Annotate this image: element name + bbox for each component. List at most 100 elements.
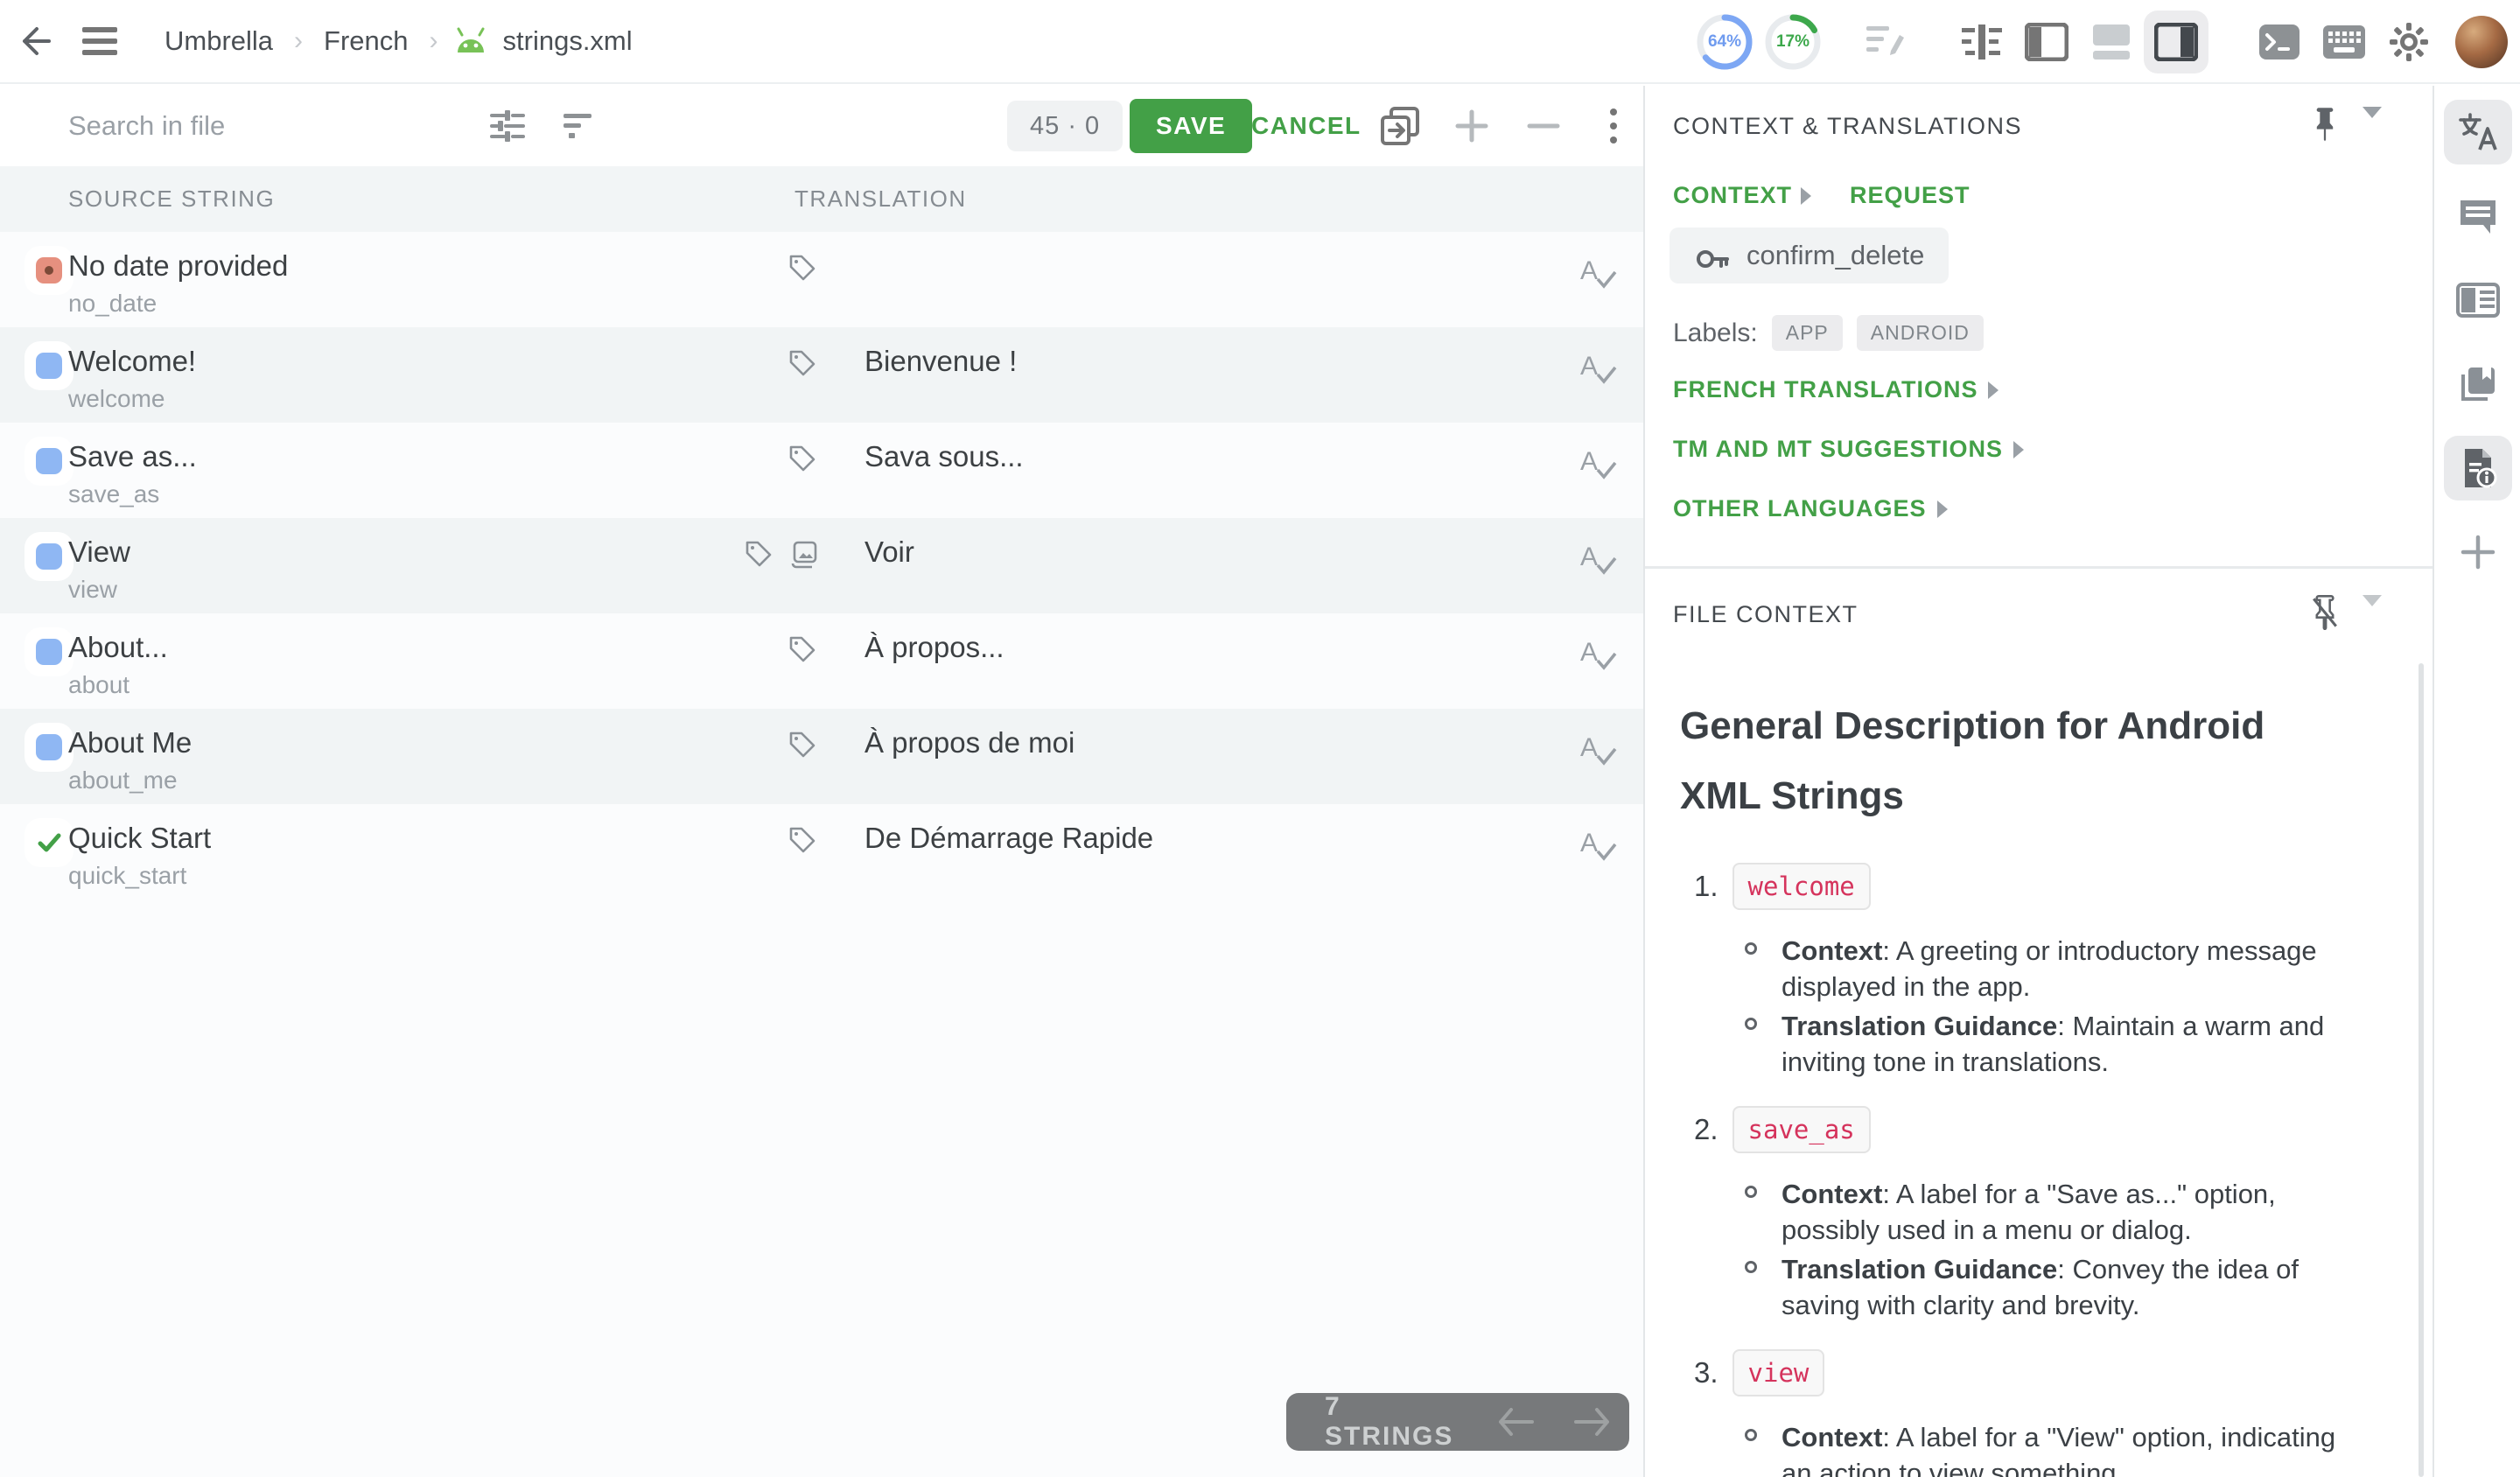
scrollbar[interactable] <box>2418 663 2424 1477</box>
android-icon <box>457 27 485 52</box>
string-key-pill[interactable]: confirm_delete <box>1670 228 1950 284</box>
tab-context[interactable]: CONTEXT <box>1673 182 1812 209</box>
table-row[interactable]: Welcome! welcome Bienvenue ! A <box>0 327 1643 423</box>
strings-counter: 45 · 0 <box>1007 101 1124 151</box>
spellcheck-icon[interactable]: A <box>1580 732 1617 768</box>
settings-button[interactable] <box>2376 0 2441 84</box>
sidebar-item-translations[interactable] <box>2444 100 2512 164</box>
spellcheck-icon[interactable]: A <box>1580 541 1617 578</box>
spellcheck-icon[interactable]: A <box>1580 636 1617 673</box>
approval-progress-ring[interactable]: 17% <box>1764 13 1822 71</box>
table-row[interactable]: About Me about_me À propos de moi A <box>0 709 1643 804</box>
menu-button[interactable] <box>66 0 133 83</box>
console-button[interactable] <box>2247 0 2312 84</box>
table-row[interactable]: Save as... save_as Sava sous... A <box>0 423 1643 518</box>
unpin-icon[interactable] <box>2310 594 2362 634</box>
tab-request-label: REQUEST <box>1850 182 1970 208</box>
view-mode-right-panel-button[interactable] <box>2144 10 2208 74</box>
table-row[interactable]: No date provided no_date A <box>0 232 1643 327</box>
section-other-languages[interactable]: OTHER LANGUAGES <box>1673 495 1948 522</box>
progress-circle-icon <box>1765 14 1821 70</box>
breadcrumb-file[interactable]: strings.xml <box>451 25 641 57</box>
sidebar-item-comments[interactable] <box>2444 184 2512 248</box>
item-number: 3. <box>1694 1356 1718 1389</box>
advanced-filter-button[interactable] <box>480 98 536 154</box>
next-page-button[interactable] <box>1554 1393 1629 1451</box>
breadcrumb: Umbrella › French › strings.xml <box>156 25 641 57</box>
file-context-body[interactable]: General Description for Android XML Stri… <box>1645 653 2420 1477</box>
gear-icon <box>2390 23 2428 61</box>
section-french-translations[interactable]: FRENCH TRANSLATIONS <box>1673 376 1999 403</box>
tab-request[interactable]: REQUEST <box>1850 182 1970 209</box>
avatar[interactable] <box>2455 16 2508 68</box>
spellcheck-icon[interactable]: A <box>1580 255 1617 291</box>
chevron-right-icon <box>1936 500 1948 518</box>
screenshot-icon[interactable] <box>788 539 817 569</box>
view-mode-bottom-panel-button[interactable] <box>2079 0 2144 84</box>
tag-icon[interactable] <box>788 634 817 664</box>
guidance-bullet: Translation Guidance: Convey the idea of… <box>1741 1251 2354 1323</box>
edit-list-button[interactable] <box>1853 0 1918 84</box>
copy-source-button[interactable] <box>1372 98 1428 154</box>
breadcrumb-language[interactable]: French <box>324 25 409 56</box>
label-chip[interactable]: ANDROID <box>1856 315 1984 351</box>
remove-string-button[interactable] <box>1516 98 1572 154</box>
table-row[interactable]: About... about À propos... A <box>0 613 1643 709</box>
tag-icon[interactable] <box>788 730 817 760</box>
translation-text[interactable]: À propos... <box>864 631 1004 663</box>
status-translated-icon <box>24 818 74 867</box>
status-untranslated-icon <box>24 437 74 486</box>
tag-icon[interactable] <box>788 253 817 283</box>
table-row[interactable]: Quick Start quick_start De Démarrage Rap… <box>0 804 1643 900</box>
shortcuts-button[interactable] <box>2312 0 2376 84</box>
key-icon <box>1697 250 1729 268</box>
tag-icon[interactable] <box>788 348 817 378</box>
translation-text[interactable]: De Démarrage Rapide <box>864 822 1154 854</box>
translation-text[interactable]: Voir <box>864 536 914 568</box>
save-button[interactable]: SAVE <box>1130 99 1253 153</box>
sidebar-item-add-panel[interactable] <box>2444 520 2512 584</box>
translation-text[interactable]: À propos de moi <box>864 726 1075 759</box>
string-key: welcome <box>68 385 165 412</box>
sidebar-item-glossary[interactable] <box>2444 352 2512 416</box>
status-issue-icon <box>24 246 74 295</box>
tag-icon[interactable] <box>788 444 817 473</box>
view-mode-side-by-side-button[interactable] <box>2014 0 2079 84</box>
spellcheck-icon[interactable]: A <box>1580 445 1617 482</box>
keyboard-icon <box>2323 25 2365 59</box>
add-string-button[interactable] <box>1444 98 1500 154</box>
tag-icon[interactable] <box>744 539 774 569</box>
svg-text:A: A <box>1580 542 1598 571</box>
tag-icon[interactable] <box>788 825 817 855</box>
label-chip[interactable]: APP <box>1771 315 1843 351</box>
copy-icon <box>1381 107 1419 145</box>
right-sidebar <box>2432 86 2520 1477</box>
table-row[interactable]: View view Voir A <box>0 518 1643 613</box>
chevron-right-icon <box>1801 186 1812 205</box>
sidebar-item-context[interactable] <box>2444 268 2512 332</box>
cancel-button[interactable]: CANCEL <box>1251 99 1362 153</box>
section-tm-mt-suggestions[interactable]: TM AND MT SUGGESTIONS <box>1673 436 2024 463</box>
sidebar-item-file-context[interactable] <box>2444 436 2512 500</box>
translation-text[interactable]: Sava sous... <box>864 440 1024 472</box>
translation-progress-ring[interactable]: 64% <box>1696 13 1754 71</box>
plus-icon <box>1455 109 1488 143</box>
breadcrumb-project[interactable]: Umbrella <box>164 25 274 56</box>
search-input[interactable] <box>0 110 402 142</box>
spellcheck-icon[interactable]: A <box>1580 350 1617 387</box>
view-mode-comfortable-button[interactable] <box>1950 0 2014 84</box>
translation-text[interactable]: Bienvenue ! <box>864 345 1018 377</box>
filter-button[interactable] <box>550 98 606 154</box>
panel-collapse-button[interactable] <box>2362 107 2432 134</box>
file-context-collapse-button[interactable] <box>2362 595 2432 622</box>
prev-page-button[interactable] <box>1479 1393 1554 1451</box>
back-button[interactable] <box>0 0 66 83</box>
pin-icon[interactable] <box>2310 107 2362 146</box>
status-untranslated-icon <box>24 532 74 581</box>
source-string: Save as... <box>68 440 197 472</box>
more-options-button[interactable] <box>1586 98 1642 154</box>
back-arrow-icon <box>23 27 51 55</box>
file-context-heading: General Description for Android XML Stri… <box>1680 704 2265 817</box>
spellcheck-icon[interactable]: A <box>1580 827 1617 864</box>
